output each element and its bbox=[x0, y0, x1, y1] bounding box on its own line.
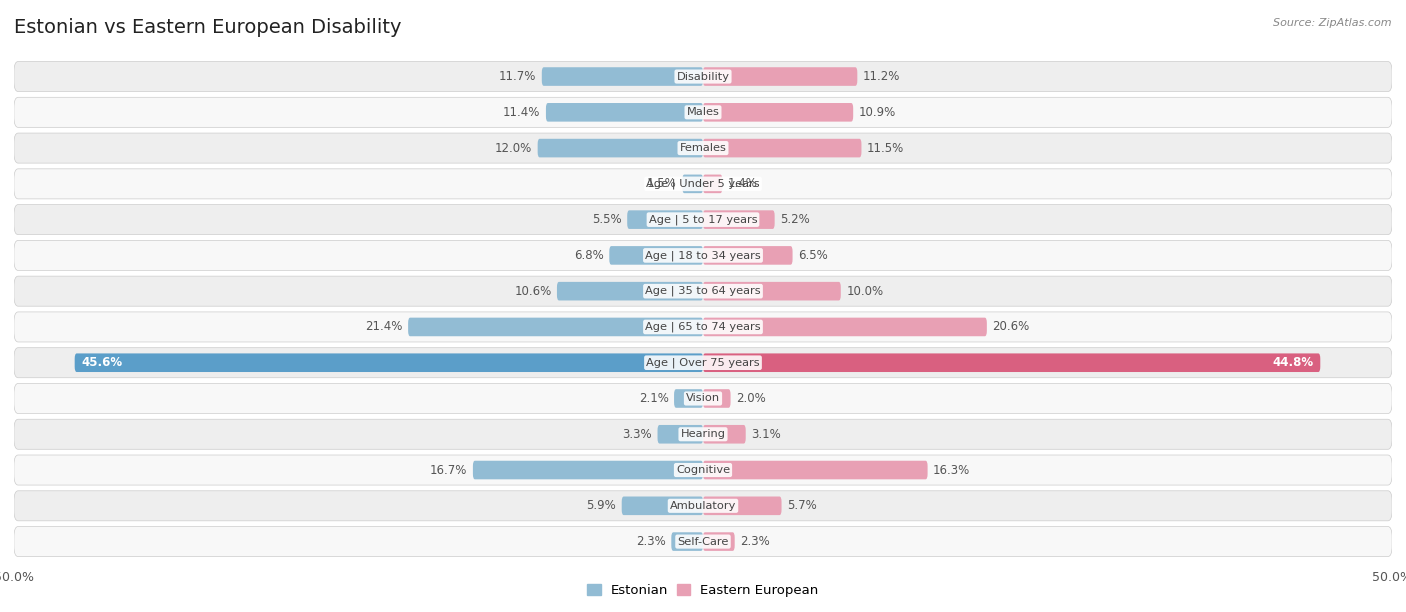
FancyBboxPatch shape bbox=[609, 246, 703, 265]
FancyBboxPatch shape bbox=[703, 496, 782, 515]
Text: 11.7%: 11.7% bbox=[499, 70, 536, 83]
Text: 21.4%: 21.4% bbox=[366, 321, 402, 334]
FancyBboxPatch shape bbox=[703, 103, 853, 122]
Text: Age | Over 75 years: Age | Over 75 years bbox=[647, 357, 759, 368]
FancyBboxPatch shape bbox=[537, 139, 703, 157]
Text: 5.5%: 5.5% bbox=[592, 213, 621, 226]
FancyBboxPatch shape bbox=[703, 532, 735, 551]
Text: 6.5%: 6.5% bbox=[799, 249, 828, 262]
FancyBboxPatch shape bbox=[14, 348, 1392, 378]
FancyBboxPatch shape bbox=[14, 455, 1392, 485]
FancyBboxPatch shape bbox=[671, 532, 703, 551]
Text: 12.0%: 12.0% bbox=[495, 141, 531, 155]
Legend: Estonian, Eastern European: Estonian, Eastern European bbox=[582, 578, 824, 602]
Text: 1.5%: 1.5% bbox=[647, 177, 676, 190]
Text: Estonian vs Eastern European Disability: Estonian vs Eastern European Disability bbox=[14, 18, 402, 37]
FancyBboxPatch shape bbox=[14, 419, 1392, 449]
FancyBboxPatch shape bbox=[703, 282, 841, 300]
Text: 2.1%: 2.1% bbox=[638, 392, 669, 405]
FancyBboxPatch shape bbox=[75, 353, 703, 372]
FancyBboxPatch shape bbox=[703, 318, 987, 336]
Text: 1.4%: 1.4% bbox=[728, 177, 758, 190]
FancyBboxPatch shape bbox=[14, 133, 1392, 163]
Text: 3.3%: 3.3% bbox=[623, 428, 652, 441]
FancyBboxPatch shape bbox=[658, 425, 703, 444]
FancyBboxPatch shape bbox=[703, 67, 858, 86]
FancyBboxPatch shape bbox=[14, 384, 1392, 414]
Text: 5.9%: 5.9% bbox=[586, 499, 616, 512]
Text: 10.6%: 10.6% bbox=[515, 285, 551, 297]
Text: 44.8%: 44.8% bbox=[1272, 356, 1313, 369]
FancyBboxPatch shape bbox=[14, 241, 1392, 271]
FancyBboxPatch shape bbox=[703, 425, 745, 444]
FancyBboxPatch shape bbox=[14, 62, 1392, 92]
Text: Age | 35 to 64 years: Age | 35 to 64 years bbox=[645, 286, 761, 296]
FancyBboxPatch shape bbox=[14, 526, 1392, 556]
Text: 5.7%: 5.7% bbox=[787, 499, 817, 512]
Text: 10.0%: 10.0% bbox=[846, 285, 883, 297]
Text: 11.5%: 11.5% bbox=[868, 141, 904, 155]
Text: Age | 18 to 34 years: Age | 18 to 34 years bbox=[645, 250, 761, 261]
FancyBboxPatch shape bbox=[703, 174, 723, 193]
FancyBboxPatch shape bbox=[472, 461, 703, 479]
FancyBboxPatch shape bbox=[14, 204, 1392, 234]
FancyBboxPatch shape bbox=[703, 461, 928, 479]
Text: 20.6%: 20.6% bbox=[993, 321, 1029, 334]
FancyBboxPatch shape bbox=[621, 496, 703, 515]
Text: Hearing: Hearing bbox=[681, 429, 725, 439]
Text: Vision: Vision bbox=[686, 394, 720, 403]
Text: Ambulatory: Ambulatory bbox=[669, 501, 737, 511]
Text: Males: Males bbox=[686, 107, 720, 118]
Text: Age | Under 5 years: Age | Under 5 years bbox=[647, 179, 759, 189]
FancyBboxPatch shape bbox=[14, 276, 1392, 306]
Text: 16.7%: 16.7% bbox=[430, 463, 467, 477]
FancyBboxPatch shape bbox=[703, 246, 793, 265]
FancyBboxPatch shape bbox=[557, 282, 703, 300]
Text: 2.3%: 2.3% bbox=[740, 535, 770, 548]
FancyBboxPatch shape bbox=[703, 353, 1320, 372]
Text: 45.6%: 45.6% bbox=[82, 356, 122, 369]
FancyBboxPatch shape bbox=[14, 312, 1392, 342]
Text: Self-Care: Self-Care bbox=[678, 537, 728, 547]
Text: 2.0%: 2.0% bbox=[737, 392, 766, 405]
FancyBboxPatch shape bbox=[703, 389, 731, 408]
Text: Females: Females bbox=[679, 143, 727, 153]
FancyBboxPatch shape bbox=[14, 169, 1392, 199]
Text: 11.2%: 11.2% bbox=[863, 70, 900, 83]
FancyBboxPatch shape bbox=[682, 174, 703, 193]
Text: 11.4%: 11.4% bbox=[503, 106, 540, 119]
FancyBboxPatch shape bbox=[673, 389, 703, 408]
Text: 6.8%: 6.8% bbox=[574, 249, 603, 262]
Text: Cognitive: Cognitive bbox=[676, 465, 730, 475]
FancyBboxPatch shape bbox=[627, 211, 703, 229]
Text: 10.9%: 10.9% bbox=[859, 106, 896, 119]
Text: Age | 65 to 74 years: Age | 65 to 74 years bbox=[645, 322, 761, 332]
FancyBboxPatch shape bbox=[408, 318, 703, 336]
Text: Source: ZipAtlas.com: Source: ZipAtlas.com bbox=[1274, 18, 1392, 28]
Text: 3.1%: 3.1% bbox=[751, 428, 780, 441]
Text: 16.3%: 16.3% bbox=[934, 463, 970, 477]
FancyBboxPatch shape bbox=[546, 103, 703, 122]
Text: Age | 5 to 17 years: Age | 5 to 17 years bbox=[648, 214, 758, 225]
FancyBboxPatch shape bbox=[703, 139, 862, 157]
Text: 2.3%: 2.3% bbox=[636, 535, 666, 548]
FancyBboxPatch shape bbox=[14, 97, 1392, 127]
FancyBboxPatch shape bbox=[703, 211, 775, 229]
Text: Disability: Disability bbox=[676, 72, 730, 81]
Text: 5.2%: 5.2% bbox=[780, 213, 810, 226]
FancyBboxPatch shape bbox=[541, 67, 703, 86]
FancyBboxPatch shape bbox=[14, 491, 1392, 521]
